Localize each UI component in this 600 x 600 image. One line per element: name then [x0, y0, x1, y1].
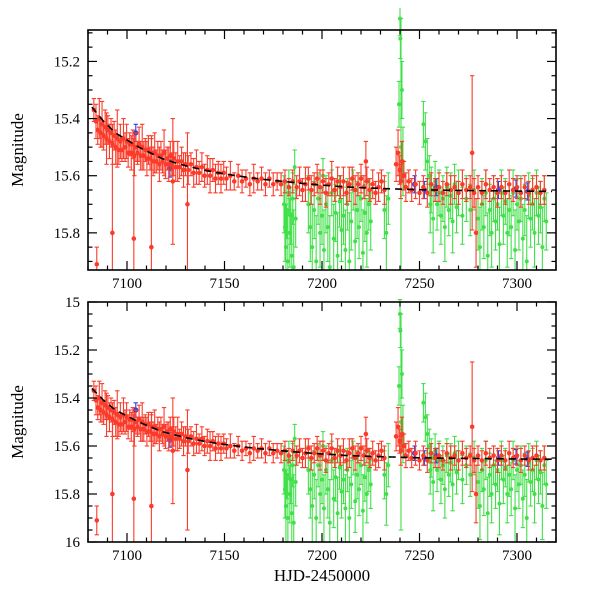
svg-text:15.6: 15.6	[54, 169, 81, 185]
svg-text:7150: 7150	[210, 276, 240, 292]
series-red-band	[91, 361, 547, 542]
svg-text:15.4: 15.4	[54, 112, 81, 128]
svg-text:7100: 7100	[112, 548, 142, 564]
y-axis-label-top: Magnitude	[8, 113, 27, 187]
svg-text:15.4: 15.4	[54, 391, 81, 407]
panel-top: 7100 7150 7200 7250 7300 15.2 15.4 15.6 15.8	[54, 8, 557, 292]
y-axis-label-bottom: Magnitude	[8, 385, 27, 459]
svg-text:7300: 7300	[502, 276, 532, 292]
panel-bottom: 7100 7150 7200 7250 7300 15 15.2 15.4 15.6 15.8 16	[54, 295, 557, 564]
svg-text:15.6: 15.6	[54, 439, 81, 455]
svg-text:15.2: 15.2	[54, 343, 80, 359]
x-axis-label: HJD-2450000	[274, 566, 370, 585]
series-green-band	[281, 299, 549, 542]
tick-labels: 7100 7150 7200 7250 7300 15.2 15.4 15.6 15.8	[54, 54, 532, 292]
svg-text:15.2: 15.2	[54, 54, 80, 70]
svg-text:16: 16	[65, 535, 81, 551]
svg-text:7100: 7100	[112, 276, 142, 292]
series-red-band	[91, 75, 547, 270]
plot-content: 7100 7150 7200 7250 730015.215.415.615.87100…	[54, 8, 557, 564]
tick-labels: 7100 7150 7200 7250 7300 15 15.2 15.4 15.6 15.8 16	[54, 295, 532, 564]
svg-text:7150: 7150	[210, 548, 240, 564]
svg-text:7200: 7200	[307, 548, 337, 564]
model-curve	[91, 387, 553, 460]
model-curve	[91, 106, 553, 193]
svg-text:15.8: 15.8	[54, 487, 80, 503]
panel-top-data	[91, 8, 553, 270]
svg-text:7300: 7300	[502, 548, 532, 564]
svg-text:7200: 7200	[307, 276, 337, 292]
svg-text:7250: 7250	[405, 276, 435, 292]
svg-text:15: 15	[65, 295, 80, 311]
svg-text:15.8: 15.8	[54, 226, 80, 242]
panel-bottom-data	[91, 299, 553, 542]
ticks	[87, 30, 557, 270]
ticks	[87, 301, 557, 543]
svg-text:7250: 7250	[405, 548, 435, 564]
